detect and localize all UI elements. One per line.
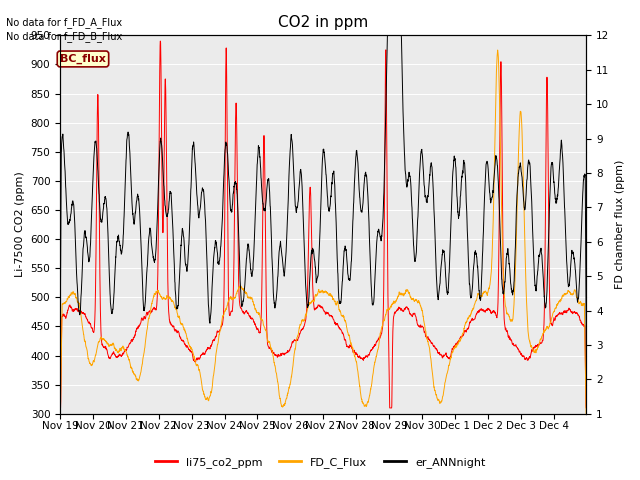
Y-axis label: FD chamber flux (ppm): FD chamber flux (ppm)	[615, 160, 625, 289]
Y-axis label: Li-7500 CO2 (ppm): Li-7500 CO2 (ppm)	[15, 172, 25, 277]
Title: CO2 in ppm: CO2 in ppm	[278, 15, 369, 30]
Text: BC_flux: BC_flux	[60, 54, 106, 64]
Text: No data for f_FD_A_Flux: No data for f_FD_A_Flux	[6, 17, 122, 28]
Legend: li75_co2_ppm, FD_C_Flux, er_ANNnight: li75_co2_ppm, FD_C_Flux, er_ANNnight	[150, 452, 490, 472]
Text: No data for f_FD_B_Flux: No data for f_FD_B_Flux	[6, 31, 123, 42]
